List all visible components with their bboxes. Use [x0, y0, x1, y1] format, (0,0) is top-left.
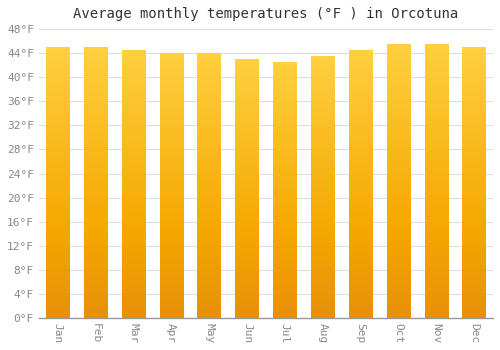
Title: Average monthly temperatures (°F ) in Orcotuna: Average monthly temperatures (°F ) in Or… [74, 7, 458, 21]
